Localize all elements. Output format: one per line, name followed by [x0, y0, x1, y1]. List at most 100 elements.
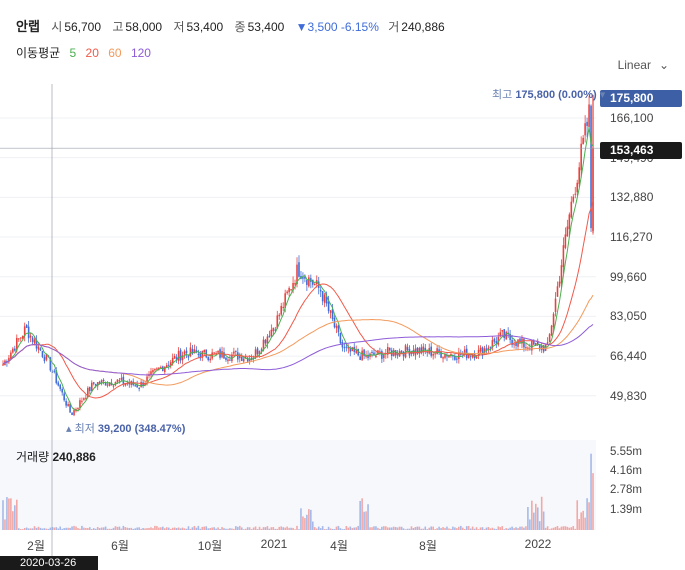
candle-body — [27, 326, 30, 339]
volume-bar — [302, 516, 304, 530]
candle-body — [284, 293, 286, 309]
candle-body — [108, 382, 111, 386]
candle-body — [238, 355, 241, 359]
candle-body — [501, 330, 504, 332]
volume-bar — [315, 528, 318, 530]
volume-bar — [400, 526, 403, 530]
volume-bar — [402, 528, 405, 530]
volume-bar — [381, 526, 383, 530]
volume-bar — [223, 528, 225, 530]
volume-bar — [154, 525, 156, 530]
low-annotation: ▴ 최저 39,200 (348.47%) — [66, 420, 185, 436]
volume-bar — [130, 527, 133, 530]
candle-body — [302, 277, 304, 279]
volume-bar — [503, 529, 506, 530]
volume-bar — [521, 526, 523, 530]
volume-bar — [371, 527, 373, 530]
volume-bar — [534, 503, 537, 530]
low-annotation-value: 39,200 (348.47%) — [97, 423, 186, 435]
volume-bar — [98, 528, 101, 530]
volume-bar — [323, 529, 326, 530]
volume-bar — [25, 527, 28, 530]
candle-body — [63, 393, 65, 401]
volume-bar — [540, 496, 543, 530]
volume-header: 거래량 240,886 — [16, 448, 96, 465]
volume-bar — [580, 512, 582, 530]
candle-body — [331, 309, 334, 320]
candle-body — [487, 347, 490, 350]
candle-body — [519, 338, 521, 343]
volume-bar — [128, 528, 131, 530]
candle-body — [73, 410, 75, 416]
volume-bar — [430, 526, 432, 530]
candle-body — [112, 385, 115, 387]
volume-bar — [270, 527, 273, 530]
candle-body — [564, 234, 567, 248]
volume-bar — [242, 529, 245, 530]
candle-body — [296, 264, 298, 285]
volume-bar — [566, 526, 569, 530]
candle-body — [167, 364, 170, 366]
candle-body — [118, 380, 121, 382]
volume-bar — [369, 527, 371, 530]
candle-body — [321, 291, 324, 302]
volume-bar — [412, 528, 415, 530]
candle-body — [37, 346, 40, 350]
volume-bar — [17, 528, 20, 530]
volume-bar — [45, 528, 48, 530]
candle-body — [79, 400, 81, 408]
triangle-up-icon: ▴ — [66, 423, 72, 435]
candle-body — [499, 332, 502, 337]
time-tick-label: 8월 — [419, 539, 437, 553]
volume-bar — [300, 508, 302, 530]
volume-bar — [536, 507, 539, 530]
volume-bar — [132, 528, 135, 530]
volume-bar — [461, 527, 464, 530]
candle-body — [150, 371, 152, 376]
volume-bar — [187, 526, 190, 530]
volume-bar — [497, 526, 500, 530]
ma-120-line — [2, 324, 594, 376]
moving-average-lines — [2, 127, 594, 412]
candle-body — [580, 143, 582, 171]
candle-body — [337, 325, 340, 333]
volume-bar — [142, 528, 144, 530]
current-price-tag: 153,463 — [600, 142, 682, 159]
volume-bar — [495, 529, 498, 530]
moving-average-legend[interactable]: 이동평균 5 20 60 120 — [16, 44, 157, 61]
candle-body — [100, 380, 103, 383]
candle-body — [45, 354, 48, 360]
volume-bar — [548, 529, 551, 530]
volume-bar — [558, 528, 561, 530]
volume-bar — [144, 528, 146, 530]
volume-bar — [335, 526, 338, 530]
candle-body — [396, 354, 399, 356]
candle-body — [187, 354, 190, 358]
candle-body — [138, 388, 140, 390]
candle-body — [373, 352, 375, 356]
candle-body — [65, 400, 67, 406]
volume-bar — [511, 526, 513, 530]
candle-body — [272, 327, 275, 332]
candle-body — [19, 337, 22, 339]
candle-body — [55, 370, 58, 384]
volume-bar — [169, 528, 172, 530]
scale-toggle[interactable]: Linear ⌄ — [618, 58, 669, 72]
chevron-down-icon: ⌄ — [658, 58, 669, 72]
volume-bar — [217, 527, 219, 530]
volume-bar — [231, 528, 233, 530]
volume-bar — [258, 526, 261, 530]
volume-bar — [124, 527, 127, 530]
candle-body — [223, 352, 225, 359]
volume-bar — [10, 498, 12, 530]
candle-body — [467, 354, 470, 359]
candle-body — [511, 339, 513, 345]
volume-bar — [292, 527, 294, 530]
candle-body — [343, 347, 346, 349]
candle-body — [536, 341, 539, 345]
volume-bar — [189, 528, 192, 530]
volume-bar — [193, 525, 196, 530]
volume-bar — [442, 527, 444, 530]
candle-body — [242, 358, 245, 362]
